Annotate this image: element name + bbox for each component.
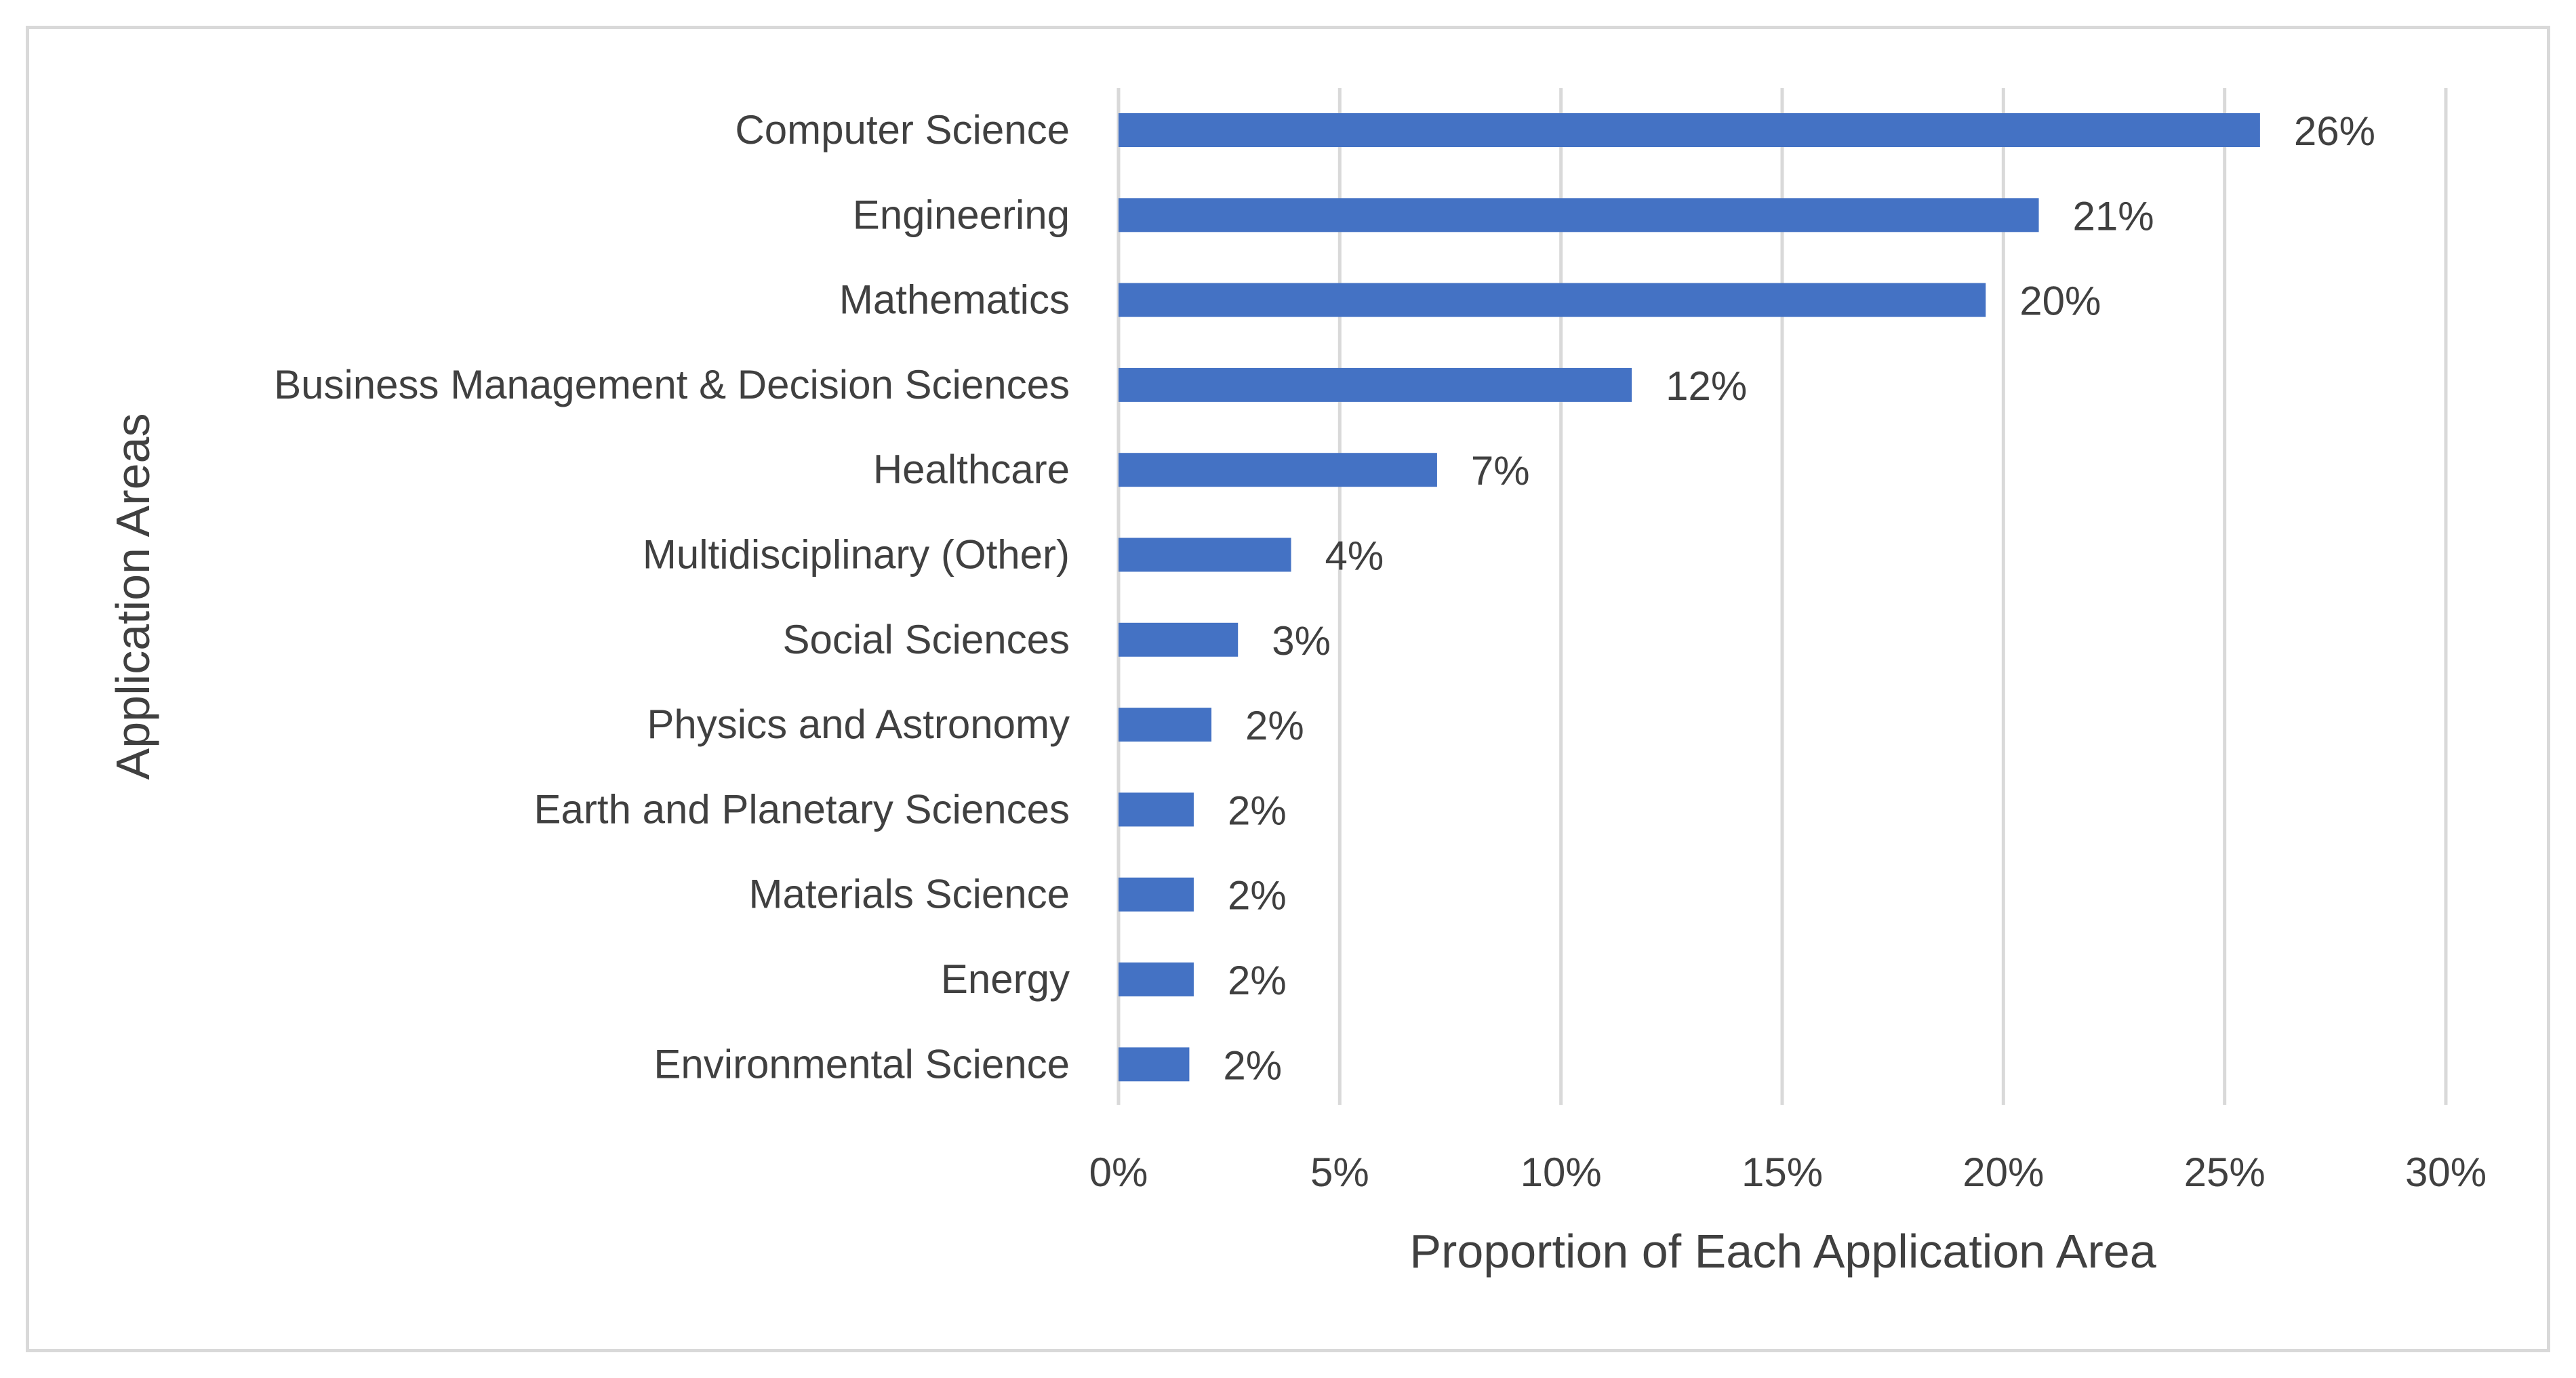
data-label: 2% (1228, 788, 1287, 833)
x-tick-labels: 0% 5% 10% 15% 20% 25% 30% (1089, 1150, 2487, 1195)
data-label: 4% (1325, 533, 1384, 579)
data-label: 12% (1666, 363, 1747, 409)
x-tick-label: 0% (1089, 1150, 1148, 1195)
category-label: Materials Science (748, 872, 1070, 917)
bar (1119, 198, 2039, 232)
category-label: Business Management & Decision Sciences (274, 362, 1070, 407)
bar (1119, 113, 2260, 147)
data-labels: 26% 21% 20% 12% 7% 4% 3% 2% 2% 2% 2% 2% (1223, 108, 2375, 1088)
data-label: 2% (1228, 873, 1287, 918)
bars (1119, 113, 2260, 1082)
data-label: 7% (1471, 448, 1530, 493)
bar (1119, 708, 1212, 742)
chart-frame (26, 26, 2550, 1352)
bar (1119, 1047, 1190, 1082)
category-label: Environmental Science (653, 1041, 1070, 1087)
data-label: 2% (1223, 1042, 1282, 1088)
bar (1119, 622, 1239, 657)
bar (1119, 792, 1194, 827)
x-tick-label: 10% (1521, 1150, 1602, 1195)
data-label: 20% (2019, 279, 2101, 324)
x-tick-label: 30% (2405, 1150, 2487, 1195)
data-label: 21% (2073, 193, 2154, 239)
x-tick-label: 25% (2184, 1150, 2266, 1195)
x-tick-label: 20% (1963, 1150, 2044, 1195)
bar (1119, 962, 1194, 996)
data-label: 3% (1272, 618, 1331, 664)
bar (1119, 453, 1437, 487)
category-label: Healthcare (873, 447, 1070, 492)
bar (1119, 538, 1291, 572)
x-tick-label: 15% (1742, 1150, 1823, 1195)
category-label: Computer Science (735, 107, 1070, 153)
y-axis-title: Application Areas (106, 413, 159, 780)
bar (1119, 877, 1194, 912)
data-label: 2% (1245, 703, 1304, 748)
x-tick-label: 5% (1310, 1150, 1369, 1195)
bar (1119, 283, 1986, 317)
data-label: 26% (2294, 108, 2375, 154)
category-labels: Computer Science Engineering Mathematics Bu… (274, 107, 1070, 1087)
category-label: Physics and Astronomy (647, 702, 1070, 747)
category-label: Earth and Planetary Sciences (534, 786, 1070, 832)
category-label: Social Sciences (782, 617, 1070, 662)
data-label: 2% (1228, 958, 1287, 1003)
x-axis-title: Proportion of Each Application Area (1409, 1225, 2156, 1278)
category-label: Engineering (853, 192, 1070, 237)
gridlines (1116, 88, 2448, 1105)
bar (1119, 367, 1632, 402)
category-label: Energy (941, 956, 1070, 1002)
category-label: Mathematics (839, 277, 1070, 323)
category-label: Multidisciplinary (Other) (643, 532, 1070, 577)
